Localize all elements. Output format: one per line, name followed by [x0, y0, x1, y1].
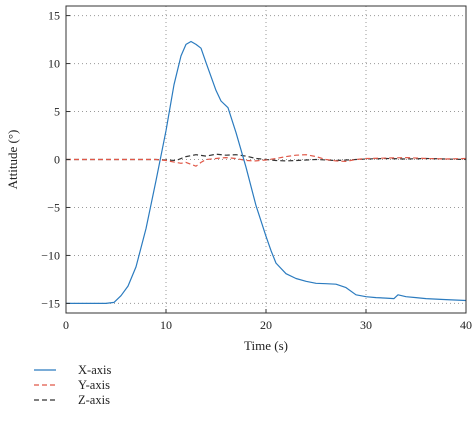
y-tick-label: 0: [54, 153, 60, 167]
y-tick-label: −10: [41, 248, 60, 262]
y-tick-label: −5: [47, 200, 60, 214]
x-tick-label: 40: [460, 318, 472, 332]
series-lines: [66, 40, 467, 304]
x-tick-label: 0: [63, 318, 69, 332]
legend-label-x-axis: X-axis: [78, 363, 111, 377]
y-tick-label: −15: [41, 296, 60, 310]
legend-label-z-axis: Z-axis: [78, 393, 110, 407]
legend-label-y-axis: Y-axis: [78, 378, 110, 392]
x-tick-label: 30: [360, 318, 372, 332]
series-line-y-axis: [66, 154, 467, 167]
x-tick-label: 20: [260, 318, 272, 332]
y-tick-label: 15: [48, 9, 60, 23]
legend: X-axis Y-axis Z-axis: [34, 363, 111, 407]
series-line-x-axis: [66, 40, 467, 304]
y-axis-label: Attitude (°): [5, 130, 20, 190]
x-axis-label: Time (s): [244, 338, 288, 353]
y-tick-label: 10: [48, 57, 60, 71]
y-tick-label: 5: [54, 105, 60, 119]
x-tick-label: 10: [160, 318, 172, 332]
axis-ticks: 0 10 20 30 40 −15 −10 −5 0 5 10 15: [41, 9, 472, 332]
